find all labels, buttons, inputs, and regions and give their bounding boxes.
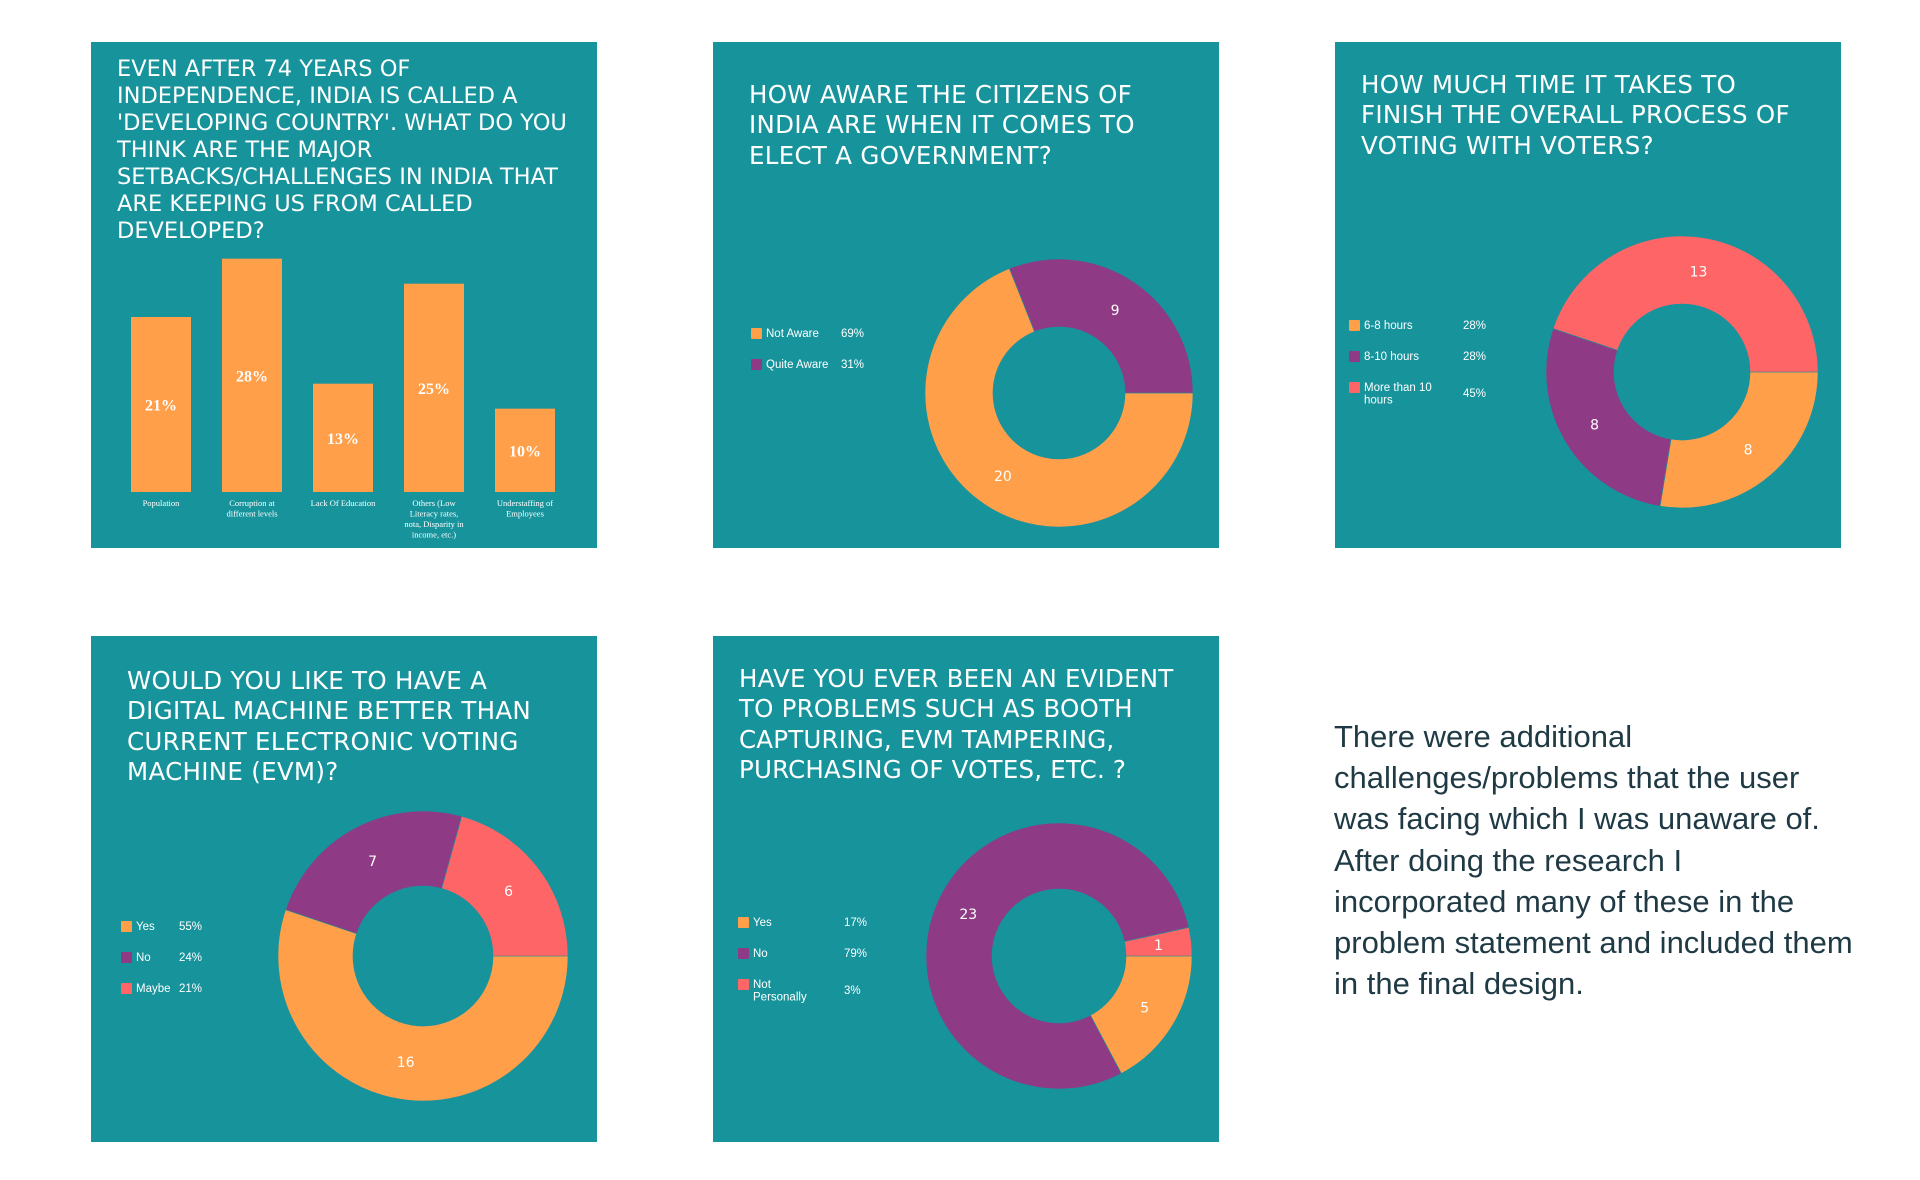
legend-label: Quite Aware — [766, 359, 828, 371]
donut-slice — [1124, 927, 1193, 957]
slice-value-label: 13 — [1690, 264, 1708, 280]
category-label: income, etc.) — [412, 530, 456, 540]
slice-value-label: 5 — [1140, 1001, 1149, 1017]
legend-percent: 69% — [841, 328, 864, 340]
donut-slice — [1545, 328, 1672, 507]
slice-value-label: 8 — [1590, 418, 1599, 434]
chart-panel-digital-machine: WOULD YOU LIKE TO HAVE A DIGITAL MACHINE… — [91, 636, 597, 1142]
bar — [404, 283, 464, 492]
donut-chart: 8 8 13 6-8 hours 28% 8-10 hours 28% More than 1… — [1349, 235, 1819, 509]
legend-swatch — [1349, 351, 1360, 362]
legend-swatch — [738, 948, 749, 959]
bar — [131, 317, 191, 492]
bar — [313, 383, 373, 492]
legend-swatch — [738, 979, 749, 990]
legend-swatch — [121, 921, 132, 932]
slice-value-label: 6 — [504, 884, 513, 900]
legend-percent: 21% — [179, 983, 202, 995]
category-label: Lack Of Education — [311, 498, 376, 508]
legend-label: Yes — [136, 921, 155, 933]
legend-swatch — [1349, 382, 1360, 393]
legend-label: Not Aware — [766, 328, 819, 340]
legend-label: 6-8 hours — [1364, 320, 1413, 332]
bar-value-label: 28% — [236, 368, 268, 385]
chart-panel-challenges: EVEN AFTER 74 YEARS OF INDEPENDENCE, IND… — [91, 42, 597, 548]
category-label: Understaffing of — [497, 498, 553, 508]
legend-label: No — [753, 948, 768, 960]
legend-label: More than 10 — [1364, 382, 1432, 394]
bar — [495, 408, 555, 492]
donut-slice — [441, 815, 569, 957]
slice-value-label: 16 — [397, 1055, 415, 1071]
legend-label: Maybe — [136, 983, 171, 995]
category-label: Population — [143, 498, 181, 508]
bar-value-label: 13% — [327, 431, 359, 448]
chart-panel-evident-problems: HAVE YOU EVER BEEN AN EVIDENT TO PROBLEM… — [713, 636, 1219, 1142]
legend-percent: 28% — [1463, 351, 1486, 363]
donut-slice — [924, 268, 1194, 528]
bar-value-label: 25% — [418, 381, 450, 398]
legend-label: hours — [1364, 395, 1393, 407]
slice-value-label: 9 — [1111, 303, 1120, 319]
legend-percent: 3% — [844, 985, 861, 997]
research-note: There were additional challenges/problem… — [1334, 719, 1853, 1002]
donut-slice — [1009, 258, 1194, 394]
legend-label: Personally — [753, 992, 807, 1004]
chart-title: HOW MUCH TIME IT TAKES TO FINISH THE OVE… — [1361, 70, 1790, 160]
category-label: Others (Low — [412, 498, 456, 508]
legend-swatch — [738, 917, 749, 928]
chart-panel-voting-time: HOW MUCH TIME IT TAKES TO FINISH THE OVE… — [1335, 42, 1841, 548]
legend-percent: 79% — [844, 948, 867, 960]
legend-percent: 45% — [1463, 388, 1486, 400]
category-label: Literacy rates, — [410, 509, 459, 519]
legend-label: No — [136, 952, 151, 964]
donut-chart: 20 9 Not Aware 69% Quite Aware 31% — [751, 258, 1194, 528]
donut-slice — [285, 810, 463, 935]
category-label: Employees — [506, 509, 544, 519]
donut-slice — [1659, 371, 1819, 509]
legend-percent: 24% — [179, 952, 202, 964]
legend-label: Yes — [753, 917, 772, 929]
legend-percent: 55% — [179, 921, 202, 933]
legend-swatch — [751, 328, 762, 339]
slice-value-label: 1 — [1154, 938, 1163, 954]
chart-title: WOULD YOU LIKE TO HAVE A DIGITAL MACHINE… — [127, 666, 532, 787]
chart-title: HAVE YOU EVER BEEN AN EVIDENT TO PROBLEM… — [739, 664, 1174, 785]
slice-value-label: 23 — [959, 907, 977, 923]
category-label: nota, Disparity in — [404, 519, 464, 529]
chart-panel-awareness: HOW AWARE THE CITIZENS OF INDIA ARE WHEN… — [713, 42, 1219, 548]
donut-chart: 16 7 6 Yes 55% No 24% Maybe 21% — [121, 810, 569, 1102]
chart-title: EVEN AFTER 74 YEARS OF INDEPENDENCE, IND… — [117, 56, 567, 244]
category-label: different levels — [226, 509, 277, 519]
slice-value-label: 20 — [994, 469, 1012, 485]
donut-slice — [1552, 235, 1819, 373]
legend-label: 8-10 hours — [1364, 351, 1419, 363]
bar-value-label: 10% — [509, 443, 541, 460]
donut-slice — [925, 822, 1190, 1090]
legend-percent: 31% — [841, 359, 864, 371]
slice-value-label: 7 — [368, 854, 377, 870]
legend-swatch — [1349, 320, 1360, 331]
slice-value-label: 8 — [1744, 443, 1753, 459]
donut-slice — [277, 909, 569, 1102]
legend-percent: 28% — [1463, 320, 1486, 332]
bar-value-label: 21% — [145, 398, 177, 415]
chart-title: HOW AWARE THE CITIZENS OF INDIA ARE WHEN… — [749, 80, 1135, 170]
legend-swatch — [121, 952, 132, 963]
bar — [222, 258, 282, 492]
legend-label: Not — [753, 979, 772, 991]
legend-swatch — [751, 359, 762, 370]
legend-percent: 17% — [844, 917, 867, 929]
category-label: Corruption at — [229, 498, 275, 508]
legend-swatch — [121, 983, 132, 994]
